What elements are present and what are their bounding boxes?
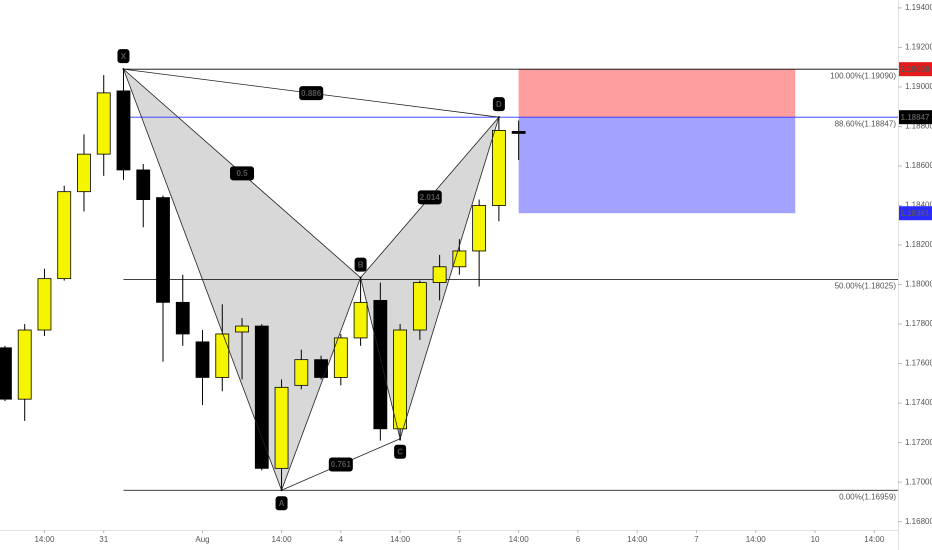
price-tag-label: 1.19090 bbox=[901, 65, 930, 74]
candle-body bbox=[235, 325, 249, 333]
y-tick-label: 1.18000 bbox=[905, 280, 932, 289]
candle-body bbox=[373, 299, 388, 430]
x-tick-label: 5 bbox=[457, 535, 462, 544]
price-tag-label: 1.18361 bbox=[901, 209, 930, 218]
ratio-badge bbox=[417, 190, 442, 205]
y-tick-label: 1.19000 bbox=[905, 82, 932, 91]
candle-body bbox=[511, 131, 526, 134]
candle-body bbox=[491, 130, 506, 206]
price-tag-label: 1.18847 bbox=[901, 113, 930, 122]
candle-body bbox=[353, 301, 368, 339]
x-tick-label: 7 bbox=[694, 535, 699, 544]
candle-body bbox=[294, 359, 309, 386]
y-tick-label: 1.17200 bbox=[905, 438, 932, 447]
candle-body bbox=[0, 347, 12, 400]
x-tick-label: 14:00 bbox=[34, 535, 55, 544]
fib-label: 88.60%(1.18847) bbox=[835, 119, 897, 128]
pattern-vertex bbox=[280, 489, 283, 492]
y-tick-label: 1.19400 bbox=[905, 3, 932, 12]
y-tick-label: 1.18800 bbox=[905, 122, 932, 131]
pattern-leg bbox=[360, 277, 401, 439]
candle-body bbox=[17, 329, 32, 400]
candle-body bbox=[116, 90, 131, 171]
y-tick-label: 1.18200 bbox=[905, 240, 932, 249]
candle-body bbox=[37, 278, 52, 331]
ratio-badge bbox=[299, 86, 324, 101]
pattern-vertex bbox=[122, 68, 125, 71]
point-label: X bbox=[121, 52, 127, 61]
x-tick-label: 4 bbox=[339, 535, 344, 544]
candle-body bbox=[472, 205, 487, 252]
point-label: C bbox=[397, 447, 403, 456]
x-tick-label: 14:00 bbox=[627, 535, 648, 544]
x-tick-label: 10 bbox=[811, 535, 820, 544]
pattern-leg bbox=[281, 277, 361, 491]
candle-body bbox=[57, 191, 72, 280]
ratio-label: 2.014 bbox=[420, 193, 441, 202]
x-tick-label: 31 bbox=[99, 535, 108, 544]
point-badge bbox=[492, 97, 505, 112]
ratio-badge bbox=[230, 166, 255, 181]
fib-label: 0.00%(1.16959) bbox=[839, 492, 896, 501]
y-tick-label: 1.17400 bbox=[905, 398, 932, 407]
fib-label: 100.00%(1.19090) bbox=[830, 71, 896, 80]
candle-body bbox=[314, 359, 328, 378]
x-tick-label: 14:00 bbox=[272, 535, 293, 544]
point-badge bbox=[275, 496, 288, 511]
point-badge bbox=[354, 257, 367, 272]
pattern-leg bbox=[123, 69, 282, 491]
y-tick-label: 1.18600 bbox=[905, 161, 932, 170]
candle-body bbox=[274, 386, 289, 469]
point-label: D bbox=[496, 100, 502, 109]
target-zone bbox=[518, 117, 796, 214]
point-label: B bbox=[358, 260, 364, 269]
price-tag bbox=[899, 62, 932, 77]
y-tick-label: 1.18400 bbox=[905, 201, 932, 210]
fib-label: 50.00%(1.18025) bbox=[835, 282, 897, 291]
ratio-badge bbox=[328, 457, 353, 472]
pattern-vertex bbox=[359, 276, 362, 279]
x-tick-label: 14:00 bbox=[864, 535, 885, 544]
y-tick-label: 1.17000 bbox=[905, 477, 932, 486]
candle-body bbox=[96, 92, 111, 155]
candle-body bbox=[452, 250, 467, 268]
candle-body bbox=[77, 153, 91, 193]
candle-body bbox=[156, 197, 170, 303]
y-tick-label: 1.16800 bbox=[905, 517, 932, 526]
candle-body bbox=[393, 329, 407, 430]
price-tag bbox=[899, 206, 932, 221]
candle-body bbox=[432, 266, 447, 283]
y-tick-label: 1.17600 bbox=[905, 359, 932, 368]
point-badge bbox=[394, 444, 407, 459]
point-label: A bbox=[279, 499, 285, 508]
ratio-label: 0.5 bbox=[236, 169, 248, 178]
ratio-label: 0.886 bbox=[301, 89, 322, 98]
candle-body bbox=[254, 325, 269, 469]
pattern-vertex bbox=[399, 437, 402, 440]
candle-body bbox=[195, 341, 210, 378]
x-tick-label: Aug bbox=[195, 535, 209, 544]
x-tick-label: 14:00 bbox=[746, 535, 767, 544]
pattern-vertex bbox=[497, 116, 500, 119]
y-tick-label: 1.19200 bbox=[905, 43, 932, 52]
point-badge bbox=[117, 49, 130, 64]
candle-body bbox=[215, 333, 230, 378]
x-tick-label: 14:00 bbox=[509, 535, 530, 544]
candle-body bbox=[412, 282, 427, 331]
candle-body bbox=[333, 337, 348, 378]
x-tick-label: 6 bbox=[576, 535, 581, 544]
x-tick-label: 14:00 bbox=[390, 535, 411, 544]
pattern-leg bbox=[399, 117, 500, 439]
candle-body bbox=[175, 301, 190, 335]
price-tag bbox=[899, 110, 932, 125]
y-tick-label: 1.17800 bbox=[905, 319, 932, 328]
candle-body bbox=[136, 169, 151, 200]
ratio-label: 0.761 bbox=[331, 460, 352, 469]
stop-zone bbox=[518, 69, 796, 118]
